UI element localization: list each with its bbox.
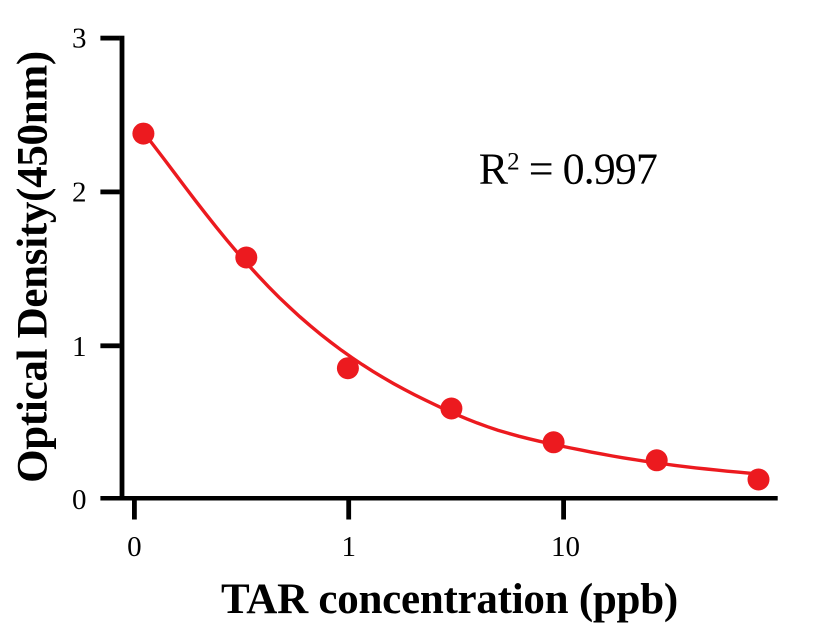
svg-text:2: 2 [72, 177, 87, 209]
svg-text:0: 0 [72, 484, 87, 516]
svg-text:10: 10 [551, 531, 580, 563]
svg-text:TAR concentration (ppb): TAR concentration (ppb) [221, 576, 678, 623]
svg-text:Optical Density(450nm): Optical Density(450nm) [9, 51, 56, 483]
svg-text:1: 1 [341, 531, 356, 563]
svg-text:1: 1 [72, 331, 87, 363]
svg-text:3: 3 [72, 23, 87, 55]
svg-text:R2 = 0.997: R2 = 0.997 [479, 145, 657, 194]
svg-text:0: 0 [127, 531, 142, 563]
